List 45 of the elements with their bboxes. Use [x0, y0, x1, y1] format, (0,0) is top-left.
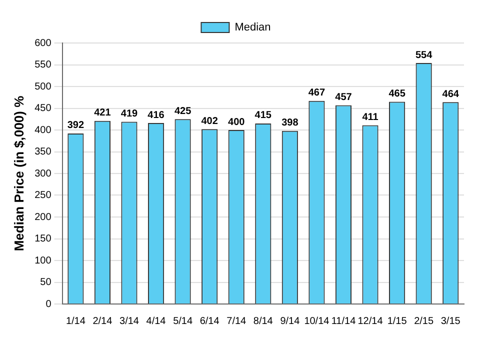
y-tick-label: 200 — [34, 212, 52, 223]
x-tick-label: 9/14 — [280, 316, 300, 327]
data-label: 464 — [442, 88, 460, 100]
data-label: 416 — [148, 110, 165, 121]
data-label: 465 — [388, 88, 406, 100]
x-tick-label: 1/15 — [387, 316, 408, 327]
y-tick-label: 150 — [34, 234, 52, 244]
x-tick-label: 7/14 — [226, 316, 247, 327]
y-tick-label: 500 — [34, 81, 52, 92]
data-label: 419 — [120, 108, 138, 120]
data-label: 398 — [282, 118, 299, 129]
data-label: 421 — [94, 108, 112, 119]
legend-label: Median — [234, 22, 271, 34]
x-tick-label: 12/14 — [358, 316, 384, 327]
x-tick-label: 3/14 — [120, 316, 140, 327]
y-tick-label: 600 — [34, 38, 52, 49]
x-tick-label: 4/14 — [146, 316, 166, 327]
y-tick-label: 250 — [34, 190, 52, 201]
data-label: 425 — [174, 106, 192, 117]
data-label: 392 — [67, 120, 84, 132]
x-tick-label: 6/14 — [200, 316, 220, 327]
data-label: 402 — [201, 116, 218, 127]
y-axis-title: Median Price (in $,000) % — [11, 95, 26, 252]
data-label: 554 — [415, 50, 433, 61]
x-tick-label: 1/14 — [66, 316, 86, 327]
y-tick-label: 300 — [34, 168, 52, 180]
y-tick-label: 350 — [34, 146, 52, 158]
x-tick-label: 10/14 — [304, 316, 330, 327]
x-tick-label: 3/15 — [440, 316, 461, 327]
data-label: 411 — [362, 112, 379, 123]
x-tick-label: 2/15 — [414, 316, 434, 327]
data-label: 415 — [254, 110, 272, 122]
x-tick-label: 11/14 — [331, 316, 356, 327]
x-tick-label: 8/14 — [253, 316, 274, 327]
data-label: 400 — [228, 116, 246, 128]
y-tick-label: 0 — [46, 298, 52, 310]
data-label: 467 — [308, 88, 326, 99]
y-tick-label: 550 — [34, 60, 52, 70]
x-tick-label: 2/14 — [92, 316, 113, 327]
data-label: 457 — [335, 92, 352, 103]
x-tick-label: 5/14 — [173, 316, 193, 327]
y-tick-label: 450 — [34, 103, 52, 114]
y-tick-label: 400 — [34, 124, 52, 136]
y-tick-label: 50 — [40, 277, 52, 288]
y-tick-label: 100 — [34, 255, 52, 266]
